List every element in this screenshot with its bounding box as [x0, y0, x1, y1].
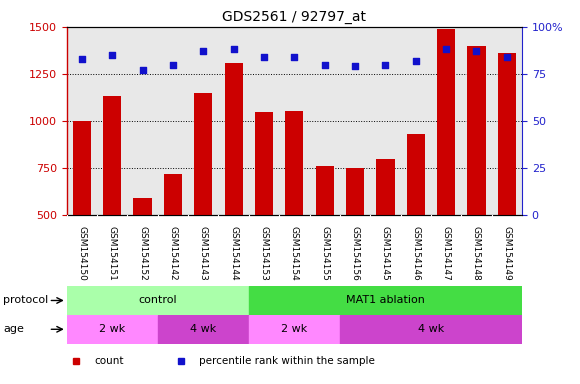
Bar — [103, 96, 121, 309]
Point — [259, 54, 269, 60]
Bar — [255, 112, 273, 309]
Bar — [249, 286, 522, 315]
Bar — [194, 93, 212, 309]
Point — [138, 67, 147, 73]
Bar — [437, 29, 455, 309]
Text: GSM154150: GSM154150 — [77, 226, 86, 281]
Bar — [67, 286, 249, 315]
Bar — [249, 315, 340, 344]
Text: GSM154154: GSM154154 — [290, 226, 299, 280]
Text: GSM154144: GSM154144 — [229, 226, 238, 280]
Bar — [376, 159, 394, 309]
Bar — [498, 53, 516, 309]
Text: GSM154151: GSM154151 — [108, 226, 117, 281]
Text: GSM154156: GSM154156 — [350, 226, 360, 281]
Text: GSM154142: GSM154142 — [168, 226, 177, 280]
Point — [198, 48, 208, 55]
Bar — [316, 166, 334, 309]
Bar — [346, 168, 364, 309]
Text: GSM154146: GSM154146 — [411, 226, 420, 280]
Point — [411, 58, 420, 64]
Text: GSM154148: GSM154148 — [472, 226, 481, 280]
Point — [350, 63, 360, 70]
Point — [229, 46, 238, 53]
Text: percentile rank within the sample: percentile rank within the sample — [199, 356, 375, 366]
Point — [502, 54, 512, 60]
Text: GSM154147: GSM154147 — [441, 226, 451, 280]
Text: 2 wk: 2 wk — [281, 324, 307, 334]
Bar — [467, 46, 485, 309]
Bar — [285, 111, 303, 309]
Bar — [340, 315, 522, 344]
Title: GDS2561 / 92797_at: GDS2561 / 92797_at — [222, 10, 367, 25]
Text: GSM154152: GSM154152 — [138, 226, 147, 280]
Bar — [407, 134, 425, 309]
Bar — [133, 198, 152, 309]
Point — [472, 48, 481, 55]
Text: count: count — [94, 356, 124, 366]
Bar — [72, 121, 91, 309]
Point — [380, 61, 390, 68]
Text: GSM154149: GSM154149 — [502, 226, 512, 280]
Bar — [158, 315, 249, 344]
Bar — [67, 315, 158, 344]
Bar — [224, 63, 243, 309]
Text: GSM154145: GSM154145 — [381, 226, 390, 280]
Text: 2 wk: 2 wk — [99, 324, 125, 334]
Text: GSM154155: GSM154155 — [320, 226, 329, 281]
Point — [168, 61, 177, 68]
Bar — [164, 174, 182, 309]
Text: GSM154143: GSM154143 — [199, 226, 208, 280]
Text: 4 wk: 4 wk — [418, 324, 444, 334]
Point — [441, 46, 451, 53]
Text: 4 wk: 4 wk — [190, 324, 216, 334]
Point — [108, 52, 117, 58]
Point — [290, 54, 299, 60]
Point — [77, 56, 86, 62]
Text: MAT1 ablation: MAT1 ablation — [346, 295, 425, 306]
Text: GSM154153: GSM154153 — [259, 226, 269, 281]
Text: control: control — [139, 295, 177, 306]
Point — [320, 61, 329, 68]
Text: age: age — [3, 324, 24, 334]
Text: protocol: protocol — [3, 295, 48, 306]
